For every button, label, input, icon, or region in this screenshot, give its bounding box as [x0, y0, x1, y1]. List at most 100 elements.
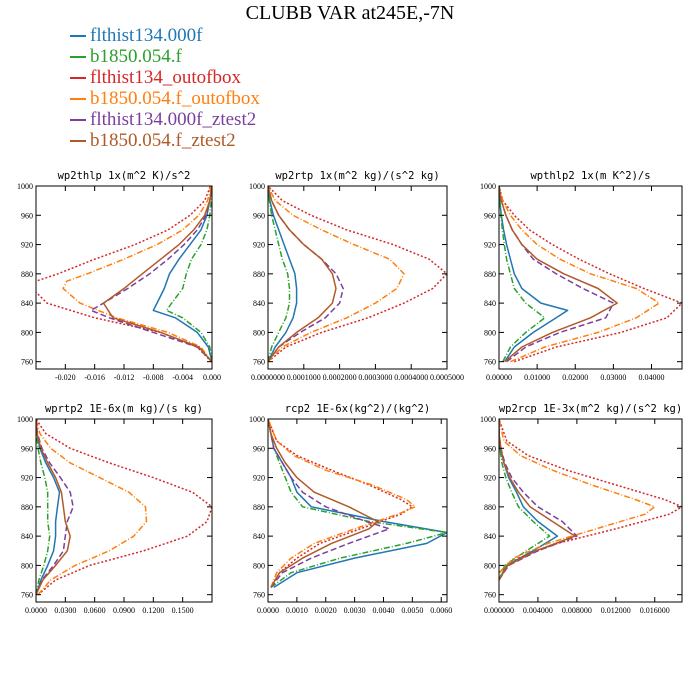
- y-tick-label: 920: [253, 474, 265, 483]
- x-tick-label: 0.1500: [172, 606, 194, 615]
- x-tick-label: 0.00000: [486, 373, 512, 382]
- legend-swatch: [70, 139, 86, 142]
- y-tick-label: 920: [21, 241, 33, 250]
- y-tick-label: 880: [484, 270, 496, 279]
- x-tick-label: 0.008000: [562, 606, 592, 615]
- x-tick-label: -0.004: [172, 373, 193, 382]
- x-tick-label: -0.012: [114, 373, 135, 382]
- main-title: CLUBB VAR at245E,-7N: [245, 2, 455, 24]
- series-line: [90, 186, 212, 363]
- y-tick-label: 760: [21, 591, 33, 600]
- series-line: [268, 419, 379, 588]
- chart-title: wp2rtp 1x(m^2 kg)/(s^2 kg): [275, 170, 439, 182]
- x-tick-label: -0.020: [55, 373, 76, 382]
- x-tick-label: 0.03000: [600, 373, 626, 382]
- chart-series-group: [36, 419, 212, 596]
- chart-panel: wpthlp2 1x(m K^2)/s 760 800 840 880 920 960 100…: [480, 170, 683, 382]
- y-tick-label: 880: [21, 270, 33, 279]
- legend-label: flthist134.000f: [90, 25, 203, 46]
- legend-swatch: [70, 76, 86, 79]
- y-tick-label: 880: [253, 270, 265, 279]
- legend-swatch: [70, 97, 86, 100]
- y-tick-label: 1000: [249, 415, 265, 424]
- chart-series-group: [499, 186, 682, 363]
- chart-title: wpthlp2 1x(m K^2)/s: [530, 170, 650, 182]
- plot-frame: [267, 185, 448, 370]
- chart-title: wp2thlp 1x(m^2 K)/s^2: [58, 170, 191, 182]
- x-tick-label: 0.0000: [25, 606, 47, 615]
- x-tick-label: 0.0004000: [394, 373, 428, 382]
- x-tick-label: 0.0300: [54, 606, 76, 615]
- series-line: [499, 419, 656, 574]
- legend-label: flthist134_outofbox: [90, 67, 241, 88]
- chart-series-group: [268, 419, 447, 589]
- x-tick-label: -0.008: [143, 373, 164, 382]
- y-tick-label: 840: [484, 532, 496, 541]
- chart-panel: wp2rcp 1E-3x(m^2 kg)/(s^2 kg) 760 800 840 88…: [480, 403, 683, 615]
- y-tick-label: 800: [484, 561, 496, 570]
- chart-title: rcp2 1E-6x(kg^2)/(kg^2): [285, 403, 430, 415]
- series-line: [36, 419, 74, 595]
- legend-label: flthist134.000f_ztest2: [90, 109, 257, 130]
- series-line: [268, 419, 391, 588]
- chart-panel: wp2thlp 1x(m^2 K)/s^2 760 800 840 880 920 960 1…: [17, 170, 221, 382]
- x-tick-label: 0.0020: [315, 606, 337, 615]
- series-line: [268, 186, 298, 363]
- y-tick-label: 920: [21, 474, 33, 483]
- x-tick-label: 0.0010: [286, 606, 308, 615]
- x-tick-label: 0.0600: [84, 606, 106, 615]
- series-line: [268, 419, 414, 588]
- x-tick-label: 0.0003000: [358, 373, 392, 382]
- x-tick-label: 0.1200: [142, 606, 164, 615]
- y-tick-label: 760: [21, 358, 33, 367]
- series-line: [499, 419, 576, 581]
- x-tick-label: 0.0000000: [251, 373, 285, 382]
- y-tick-label: 800: [21, 561, 33, 570]
- x-tick-label: 0.0040: [372, 606, 394, 615]
- legend-item: flthist134.000f: [70, 24, 260, 46]
- y-tick-label: 1000: [17, 415, 33, 424]
- series-line: [62, 186, 212, 363]
- legend: flthist134.000f b1850.054.f flthist134_o…: [70, 24, 260, 151]
- series-line: [268, 186, 291, 362]
- series-line: [102, 186, 212, 363]
- y-tick-label: 880: [253, 503, 265, 512]
- x-tick-label: 0.0002000: [323, 373, 357, 382]
- plot-frame: [498, 185, 683, 370]
- y-tick-label: 960: [484, 444, 496, 453]
- y-tick-label: 840: [21, 532, 33, 541]
- y-tick-label: 880: [484, 503, 496, 512]
- y-tick-label: 800: [253, 328, 265, 337]
- series-line: [152, 186, 212, 362]
- x-tick-label: 0.000000: [484, 606, 514, 615]
- legend-item: flthist134_outofbox: [70, 66, 260, 88]
- series-line: [499, 186, 660, 363]
- y-tick-label: 760: [253, 591, 265, 600]
- series-line: [268, 186, 337, 363]
- chart-title: wp2rcp 1E-3x(m^2 kg)/(s^2 kg): [499, 403, 682, 415]
- legend-label: b1850.054.f: [90, 46, 182, 67]
- legend-item: b1850.054.f_ztest2: [70, 129, 260, 151]
- y-tick-label: 960: [253, 211, 265, 220]
- y-tick-label: 760: [484, 591, 496, 600]
- series-line: [36, 186, 212, 363]
- y-tick-label: 960: [484, 211, 496, 220]
- series-line: [499, 186, 618, 363]
- x-tick-label: 0.004000: [523, 606, 553, 615]
- y-tick-label: 920: [253, 241, 265, 250]
- plot-frame: [35, 418, 213, 603]
- y-tick-label: 960: [21, 211, 33, 220]
- y-tick-label: 1000: [480, 415, 496, 424]
- series-line: [36, 419, 51, 595]
- chart-panel: wprtp2 1E-6x(m kg)/(s kg) 760 800 840 880 920…: [17, 403, 213, 615]
- x-tick-label: 0.01000: [524, 373, 550, 382]
- y-tick-label: 840: [484, 299, 496, 308]
- y-tick-label: 1000: [480, 182, 496, 191]
- series-line: [268, 186, 447, 363]
- legend-label: b1850.054.f_ztest2: [90, 130, 236, 151]
- legend-swatch: [70, 55, 86, 58]
- y-tick-label: 800: [253, 561, 265, 570]
- y-tick-label: 840: [253, 532, 265, 541]
- x-tick-label: 0.012000: [601, 606, 631, 615]
